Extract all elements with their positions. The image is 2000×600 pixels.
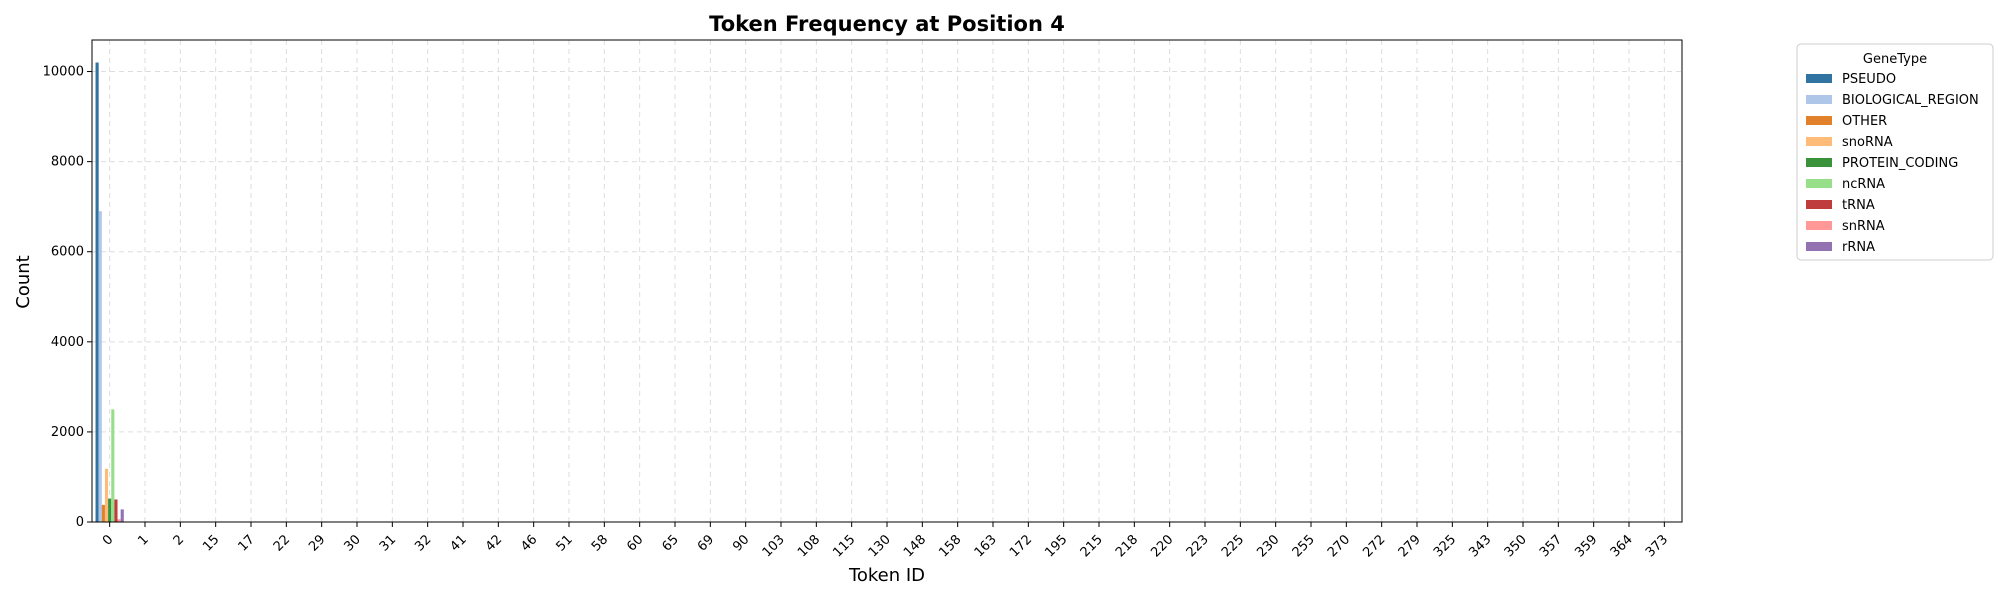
chart-title: Token Frequency at Position 4 <box>709 12 1065 36</box>
x-tick-label: 255 <box>1290 532 1318 560</box>
x-tick-label: 223 <box>1184 532 1212 560</box>
legend-label: tRNA <box>1842 198 1875 213</box>
legend-swatch <box>1806 95 1832 104</box>
y-tick-label: 0 <box>76 515 84 530</box>
y-tick-label: 4000 <box>51 335 84 350</box>
legend-swatch <box>1806 158 1832 167</box>
bar-ncrna-0 <box>111 409 115 522</box>
grid-lines <box>92 40 1682 523</box>
y-tick-label: 6000 <box>51 245 84 260</box>
x-tick-label: 0 <box>100 532 116 548</box>
x-tick-label: 279 <box>1396 532 1424 560</box>
bar-snorna-0 <box>104 468 109 522</box>
x-tick-label: 325 <box>1431 532 1459 560</box>
x-tick-label: 343 <box>1466 532 1494 560</box>
x-tick-label: 1 <box>135 532 151 548</box>
legend-label: OTHER <box>1842 114 1887 129</box>
x-tick-label: 195 <box>1042 532 1070 560</box>
x-tick-label: 220 <box>1148 532 1176 560</box>
x-tick-label: 272 <box>1360 532 1388 560</box>
x-tick-label: 130 <box>866 532 894 560</box>
bar-trna-0 <box>114 499 118 522</box>
x-tick-label: 359 <box>1572 532 1600 560</box>
x-tick-label: 270 <box>1325 532 1353 560</box>
x-axis-title: Token ID <box>848 565 925 586</box>
x-tick-label: 41 <box>448 532 470 554</box>
bar-snrna-0 <box>117 519 121 522</box>
x-tick-label: 17 <box>236 532 258 554</box>
x-tick-label: 2 <box>171 532 187 548</box>
legend-label: PSEUDO <box>1842 72 1896 87</box>
x-tick-label: 42 <box>483 532 505 554</box>
legend-label: snRNA <box>1842 219 1885 234</box>
legend-title: GeneType <box>1863 52 1927 67</box>
y-tick-label: 10000 <box>43 65 84 80</box>
x-tick-label: 69 <box>695 532 717 554</box>
x-tick-label: 32 <box>412 532 434 554</box>
x-tick-label: 148 <box>901 532 929 560</box>
x-tick-label: 58 <box>589 532 611 554</box>
x-tick-label: 46 <box>518 532 540 554</box>
bar-biological-region-0 <box>98 211 102 523</box>
x-tick-label: 163 <box>972 532 1000 560</box>
legend-box <box>1796 43 1994 261</box>
legend-swatch <box>1806 179 1832 188</box>
x-tick-label: 230 <box>1254 532 1282 560</box>
y-tick-label: 8000 <box>51 155 84 170</box>
legend-items: PSEUDO BIOLOGICAL_REGION OTHER snoRNA PROTEI… <box>1806 72 1979 255</box>
x-tick-label: 218 <box>1113 532 1141 560</box>
x-tick-label: 172 <box>1007 532 1035 560</box>
bar-other-0 <box>101 504 105 522</box>
x-tick-label: 373 <box>1643 532 1671 560</box>
legend-label: ncRNA <box>1842 177 1885 192</box>
x-tick-label: 115 <box>830 532 858 560</box>
legend-swatch <box>1806 221 1832 230</box>
x-tick-label: 29 <box>306 532 328 554</box>
legend: GeneType PSEUDO BIOLOGICAL_REGION OTHER sno… <box>1796 43 1994 261</box>
y-axis: 0 2000 4000 6000 8000 10000 <box>43 65 92 530</box>
y-axis-title: Count <box>13 255 34 308</box>
legend-swatch <box>1806 137 1832 146</box>
x-tick-label: 65 <box>660 532 682 554</box>
legend-swatch <box>1806 74 1832 83</box>
x-tick-label: 103 <box>760 532 788 560</box>
legend-label: BIOLOGICAL_REGION <box>1842 93 1979 108</box>
x-tick-label: 158 <box>936 532 964 560</box>
legend-swatch <box>1806 116 1832 125</box>
bar-pseudo-0 <box>95 62 99 522</box>
x-tick-label: 215 <box>1078 532 1106 560</box>
x-tick-label: 30 <box>342 532 364 554</box>
x-tick-label: 60 <box>624 532 646 554</box>
x-tick-label: 357 <box>1537 532 1565 560</box>
y-tick-label: 2000 <box>51 425 84 440</box>
bar-series-group <box>95 62 124 523</box>
bar-protein-coding-0 <box>108 498 112 522</box>
bar-rrna-0 <box>120 509 124 522</box>
legend-label: rRNA <box>1842 240 1875 255</box>
x-tick-label: 108 <box>795 532 823 560</box>
legend-label: snoRNA <box>1842 135 1893 150</box>
x-tick-label: 225 <box>1219 532 1247 560</box>
x-tick-label: 90 <box>730 532 752 554</box>
x-tick-label: 22 <box>271 532 293 554</box>
legend-swatch <box>1806 242 1832 251</box>
x-tick-label: 364 <box>1608 532 1636 560</box>
x-tick-label: 51 <box>554 532 576 554</box>
legend-label: PROTEIN_CODING <box>1842 156 1958 171</box>
x-tick-label: 350 <box>1502 532 1530 560</box>
x-tick-label: 31 <box>377 532 399 554</box>
x-tick-label: 15 <box>200 532 222 554</box>
legend-swatch <box>1806 200 1832 209</box>
x-axis: 0 1 2 15 17 22 29 30 31 32 41 42 46 51 58 60 65 69 90 103 10… <box>100 522 1671 560</box>
